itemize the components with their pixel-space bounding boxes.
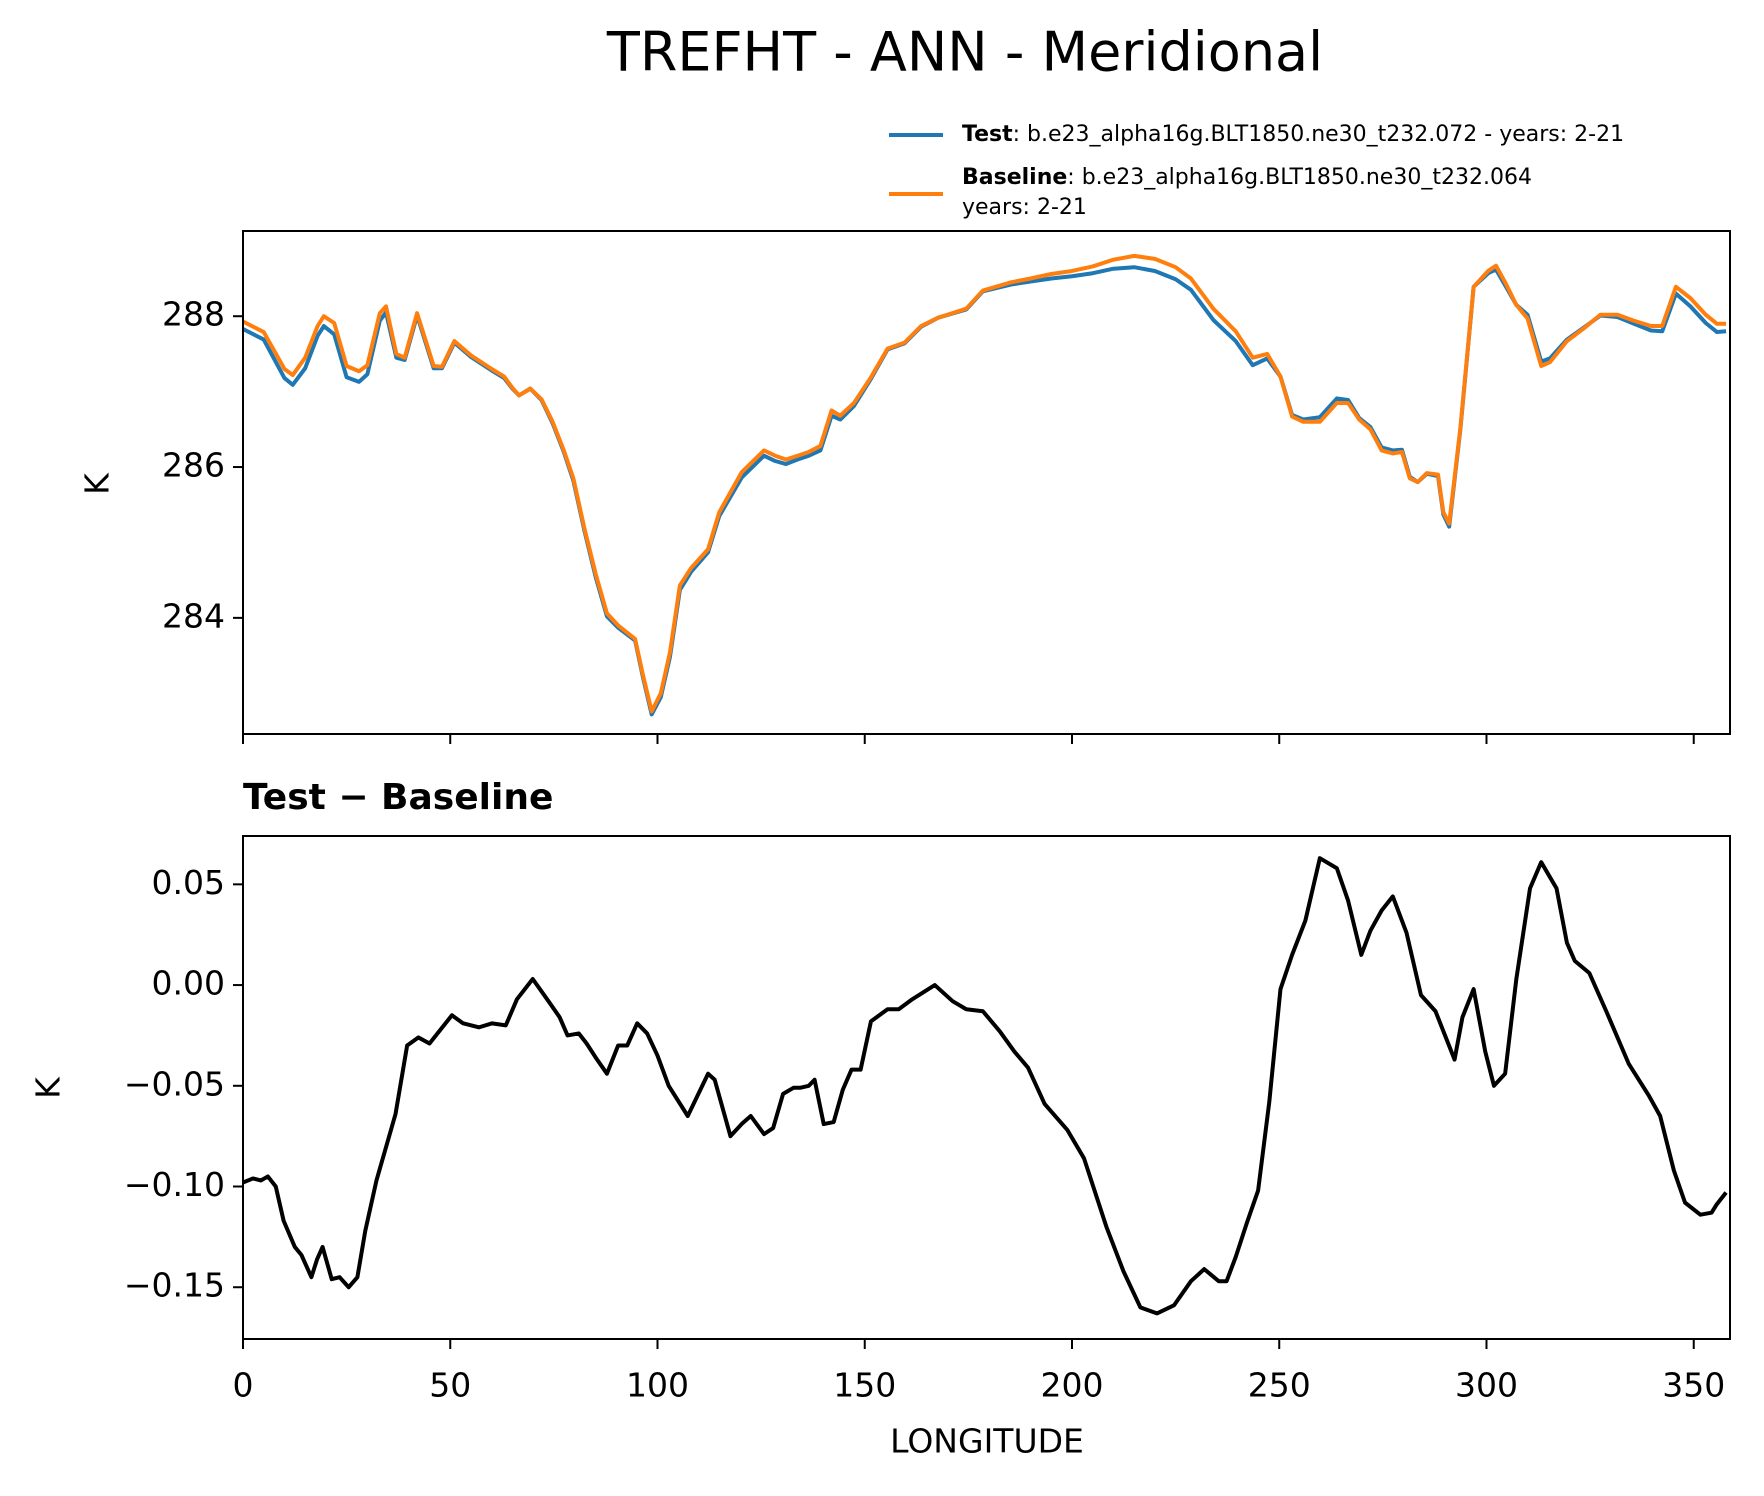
x-axis-label: LONGITUDE — [890, 1422, 1084, 1461]
x-tick-label: 150 — [833, 1366, 896, 1405]
y-axis-label: K — [78, 472, 117, 495]
x-tick-label: 250 — [1248, 1366, 1311, 1405]
x-tick-label: 300 — [1455, 1366, 1518, 1405]
legend-label: years: 2-21 — [962, 195, 1087, 220]
legend-entry: Test: b.e23_alpha16g.BLT1850.ne30_t232.0… — [962, 122, 1624, 147]
plot-frame — [242, 230, 1731, 735]
legend-label: : b.e23_alpha16g.BLT1850.ne30_t232.064 — [1067, 165, 1532, 190]
y-tick-label: 284 — [162, 596, 225, 635]
y-tick-label: 0.05 — [152, 863, 225, 902]
y-tick-label: −0.05 — [124, 1064, 225, 1103]
y-tick-label: −0.10 — [124, 1165, 225, 1204]
x-tick-label: 0 — [233, 1366, 254, 1405]
legend-label: : b.e23_alpha16g.BLT1850.ne30_t232.072 -… — [1013, 122, 1624, 147]
x-tick-label: 350 — [1662, 1366, 1725, 1405]
y-tick-label: 0.00 — [152, 964, 225, 1003]
legend-entry: Baseline: b.e23_alpha16g.BLT1850.ne30_t2… — [962, 165, 1532, 190]
subplot-title: Test − Baseline — [243, 777, 553, 818]
data-line — [243, 856, 1728, 1316]
data-line — [243, 253, 1727, 714]
legend-name: Test — [962, 122, 1013, 147]
y-tick-label: 286 — [162, 446, 225, 485]
data-line — [243, 265, 1727, 717]
figure-title: TREFHT - ANN - Meridional — [606, 21, 1323, 84]
x-tick-label: 50 — [429, 1366, 471, 1405]
y-axis-label: K — [29, 1076, 68, 1099]
x-tick-label: 200 — [1040, 1366, 1103, 1405]
legend-name: Baseline — [962, 165, 1067, 190]
y-tick-label: 288 — [162, 295, 225, 334]
x-tick-label: 100 — [626, 1366, 689, 1405]
plot-frame — [242, 835, 1731, 1340]
y-tick-label: −0.15 — [124, 1266, 225, 1305]
